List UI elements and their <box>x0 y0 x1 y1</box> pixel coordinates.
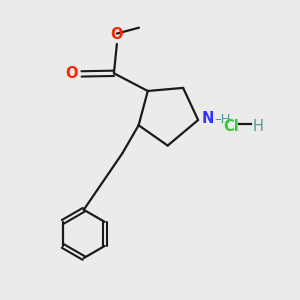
Text: O: O <box>65 66 78 81</box>
Text: Cl: Cl <box>224 119 239 134</box>
Text: N: N <box>202 111 214 126</box>
Text: –H: –H <box>214 113 231 126</box>
Text: O: O <box>111 26 123 41</box>
Text: H: H <box>253 119 263 134</box>
